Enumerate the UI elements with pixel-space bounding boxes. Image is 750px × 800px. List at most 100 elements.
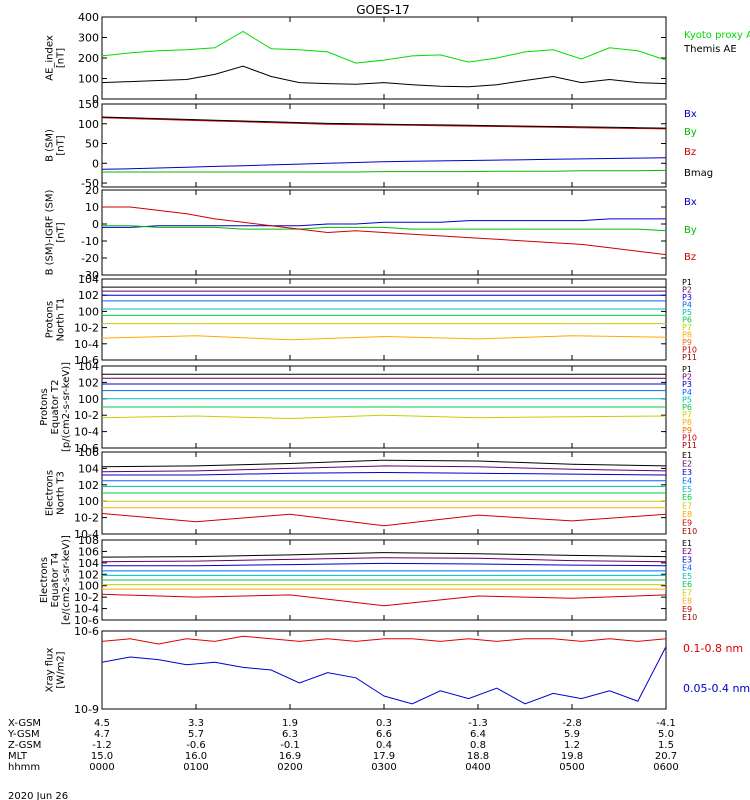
orbit-value: 4.7 [94, 729, 110, 740]
y-tick-label: 104 [78, 557, 99, 570]
legend-item: P3 [682, 380, 692, 389]
orbit-value: 3.3 [188, 718, 204, 729]
legend-item: P6 [682, 316, 692, 325]
y-axis-label: B (SM)-IGRF (SM) [45, 190, 56, 276]
series-kyoto-proxy-ae [101, 30, 667, 64]
orbit-value: -0.6 [186, 740, 206, 751]
date-label: 2020 Jun 26 [8, 791, 68, 800]
y-tick-label: 0 [92, 93, 99, 106]
orbit-value: 0000 [89, 762, 114, 773]
legend-item: P10 [682, 346, 697, 355]
y-tick-label: -50 [81, 177, 99, 190]
legend-item: E9 [682, 519, 692, 528]
series-e9 [101, 593, 667, 607]
y-axis-label: [p/(cm2-s-sr-keV)] [61, 362, 72, 452]
series-e9 [101, 513, 667, 527]
y-tick-label: 200 [78, 52, 99, 65]
orbit-value: 0600 [653, 762, 678, 773]
legend-item: P11 [682, 441, 697, 450]
orbit-value: 19.8 [561, 751, 583, 762]
legend-item: P1 [682, 278, 692, 287]
legend-item: E5 [682, 485, 692, 494]
series-e3 [102, 471, 667, 476]
panel-frame [101, 16, 667, 100]
orbit-value: 0100 [183, 762, 208, 773]
legend-item: E9 [682, 605, 692, 614]
legend-item: P9 [682, 338, 692, 347]
y-tick-label: 10-4 [74, 426, 99, 439]
series-bx [102, 218, 666, 228]
orbit-value: 0300 [371, 762, 396, 773]
legend-item: E6 [682, 580, 692, 589]
orbit-value: 1.2 [564, 740, 580, 751]
y-tick-label: 106 [78, 446, 99, 459]
y-axis-label: [nT] [56, 48, 67, 68]
y-axis-label: Electrons [45, 470, 56, 516]
legend-item: P2 [682, 373, 692, 382]
orbit-value: -1.2 [92, 740, 112, 751]
orbit-value: 6.6 [376, 729, 392, 740]
orbit-value: 1.9 [282, 718, 298, 729]
y-tick-label: 10 [85, 201, 99, 214]
series-by [102, 169, 667, 173]
y-tick-label: 100 [78, 580, 99, 593]
legend-item: P1 [682, 365, 692, 374]
y-axis-label: Xray flux [45, 648, 56, 693]
orbit-row-label: X-GSM [8, 718, 41, 729]
series-themis-ae [101, 65, 667, 88]
series-bz [101, 117, 667, 130]
legend-item: E1 [682, 539, 692, 548]
y-tick-label: 10-6 [74, 625, 99, 638]
legend-item: E2 [682, 459, 692, 468]
y-tick-label: 100 [78, 495, 99, 508]
y-axis-label: Protons [45, 301, 56, 338]
legend-item: E10 [682, 527, 697, 536]
y-tick-label: 400 [78, 11, 99, 24]
legend-item: Bz [684, 252, 696, 263]
y-axis-label: [W/m2] [56, 651, 67, 688]
orbit-value: 20.7 [655, 751, 677, 762]
legend-item: P7 [682, 323, 692, 332]
legend-item: E6 [682, 493, 692, 502]
y-axis-label: B (SM) [45, 129, 56, 162]
legend-item: P5 [682, 395, 692, 404]
series-e3 [102, 562, 667, 567]
legend-item: E3 [682, 555, 692, 564]
legend-item: Kyoto proxy AE [684, 30, 750, 41]
series-e1 [101, 552, 667, 558]
panel-0: 0 100 200 300 400 AE_index[nT] Kyoto proxy AE T… [45, 11, 750, 106]
y-tick-label: -20 [81, 252, 99, 265]
chart-title: GOES-17 [356, 3, 410, 17]
orbit-footer: X-GSM 4.5 3.3 1.9 0.3 -1.3 -2.8 -4.1 Y-GSM 4.7 5.7… [7, 718, 679, 773]
legend-item: P4 [682, 301, 692, 310]
legend-item: P3 [682, 293, 692, 302]
y-tick-label: 10-6 [74, 442, 99, 455]
y-tick-label: -30 [81, 269, 99, 282]
y-axis-label: North T3 [56, 471, 67, 515]
panel-7: 10-9 10-6 Xray flux [W/m2] 0.1-0.8 nm 0.05-0.… [45, 625, 750, 716]
y-tick-label: 100 [78, 393, 99, 406]
y-axis-label: [e/(cm2-s-sr-keV)] [61, 535, 72, 625]
series-bmag [101, 116, 667, 129]
y-axis-label: [nT] [56, 135, 67, 155]
legend-item: By [684, 127, 697, 138]
legend-item: E1 [682, 451, 692, 460]
legend-item: E8 [682, 510, 692, 519]
orbit-value: 16.0 [185, 751, 207, 762]
y-tick-label: 100 [78, 118, 99, 131]
y-tick-label: 10-4 [74, 338, 99, 351]
y-tick-label: 300 [78, 32, 99, 45]
orbit-row-label: MLT [8, 751, 28, 762]
legend-item: E4 [682, 564, 692, 573]
series-bz [102, 206, 667, 256]
y-tick-label: 102 [78, 376, 99, 389]
series-bx [101, 157, 667, 170]
legend-item: E8 [682, 597, 692, 606]
legend-item: P5 [682, 308, 692, 317]
y-axis-label: Protons [39, 388, 50, 425]
series-by [102, 225, 667, 232]
legend-item: E3 [682, 468, 692, 477]
legend-item: E7 [682, 588, 692, 597]
y-tick-label: 10-4 [74, 528, 99, 541]
y-tick-label: 104 [78, 462, 99, 475]
